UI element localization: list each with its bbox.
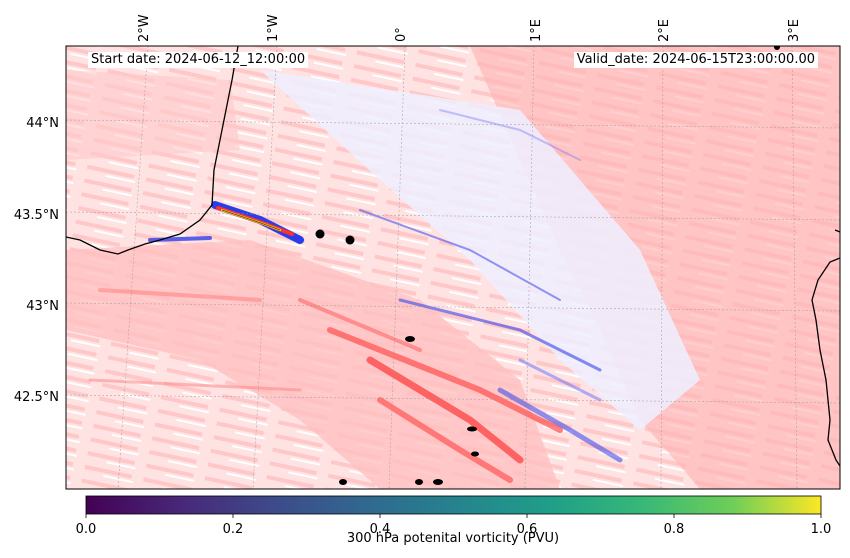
lat-label-43-5n: 43.5°N <box>14 208 59 223</box>
low-pv-band <box>260 70 700 430</box>
valid-date-label: Valid_date: 2024-06-15T23:00:00.00 <box>573 52 818 68</box>
lon-label-1e: 1°E <box>529 19 544 42</box>
positive-pv-region-east <box>470 46 840 489</box>
lat-label-42-5n: 42.5°N <box>14 390 59 405</box>
lon-label-3e: 3°E <box>787 19 802 42</box>
map-frame <box>65 45 841 490</box>
lat-labels: 44°N 43.5°N 43°N 42.5°N <box>14 116 59 405</box>
coastline <box>66 46 840 467</box>
lon-label-2w: 2°W <box>137 14 152 42</box>
lon-labels: 2°W 1°W 0° 1°E 2°E 3°E <box>137 14 802 42</box>
positive-pv-region-west <box>66 240 560 489</box>
lon-label-1w: 1°W <box>266 14 281 42</box>
pv-filament <box>211 46 780 485</box>
colorbar-tick-0-4: 0.4 <box>370 522 391 537</box>
colorbar-tick-1: 1.0 <box>811 522 832 537</box>
colorbar-label: 300 hPa potenital vorticity (PVU) <box>346 531 560 546</box>
colorbar-tick-0-8: 0.8 <box>664 522 685 537</box>
gridlines <box>66 46 840 489</box>
colorbar-tick-0-2: 0.2 <box>223 522 244 537</box>
lon-label-0: 0° <box>394 27 409 42</box>
colorbar: 0.0 0.2 0.4 0.6 0.8 1.0 <box>76 495 832 537</box>
colorbar-tick-0: 0.0 <box>76 522 97 537</box>
map-panel <box>66 46 840 489</box>
colorbar-ticks <box>85 514 822 518</box>
lat-label-43n: 43°N <box>26 299 59 314</box>
lon-label-2e: 2°E <box>657 19 672 42</box>
start-date-label: Start date: 2024-06-12_12:00:00 <box>88 52 309 68</box>
colorbar-gradient <box>85 495 822 515</box>
colorbar-tick-0-6: 0.6 <box>517 522 538 537</box>
lat-label-44n: 44°N <box>26 116 59 131</box>
